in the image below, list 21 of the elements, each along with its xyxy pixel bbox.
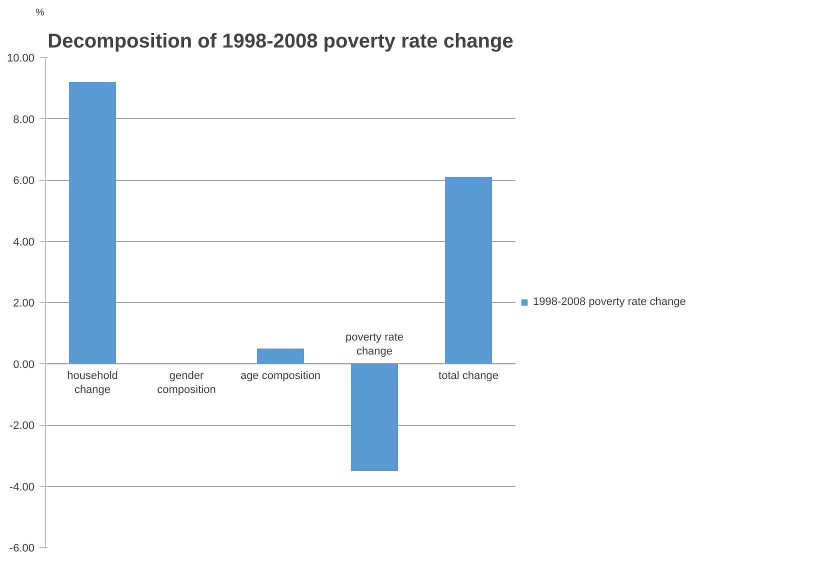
- y-axis-title: %: [36, 8, 44, 18]
- y-tick-label: 4.00: [13, 236, 35, 248]
- legend-label: 1998-2008 poverty rate change: [533, 296, 686, 308]
- bar: [351, 364, 398, 471]
- bar: [69, 82, 116, 364]
- y-tick-label: 0.00: [13, 358, 35, 371]
- y-tick-label: 10.00: [6, 52, 35, 64]
- y-tick-label: 6.00: [13, 175, 35, 187]
- y-tick-label: 2.00: [13, 298, 35, 310]
- x-tick-label: age composition: [240, 370, 321, 382]
- y-tick-label: -6.00: [9, 542, 35, 554]
- x-tick-label: household change: [67, 370, 118, 396]
- chart-title: Decomposition of 1998-2008 poverty rate change: [48, 30, 514, 52]
- y-tick-label: -2.00: [9, 420, 35, 432]
- bar: [445, 176, 492, 364]
- y-tick-label: -4.00: [9, 481, 35, 494]
- x-tick-label: total change: [438, 370, 498, 382]
- bar: [257, 348, 304, 364]
- y-tick-label: 8.00: [13, 114, 35, 126]
- x-tick-label: gender composition: [157, 370, 216, 396]
- x-tick-label: poverty rate change: [345, 331, 404, 358]
